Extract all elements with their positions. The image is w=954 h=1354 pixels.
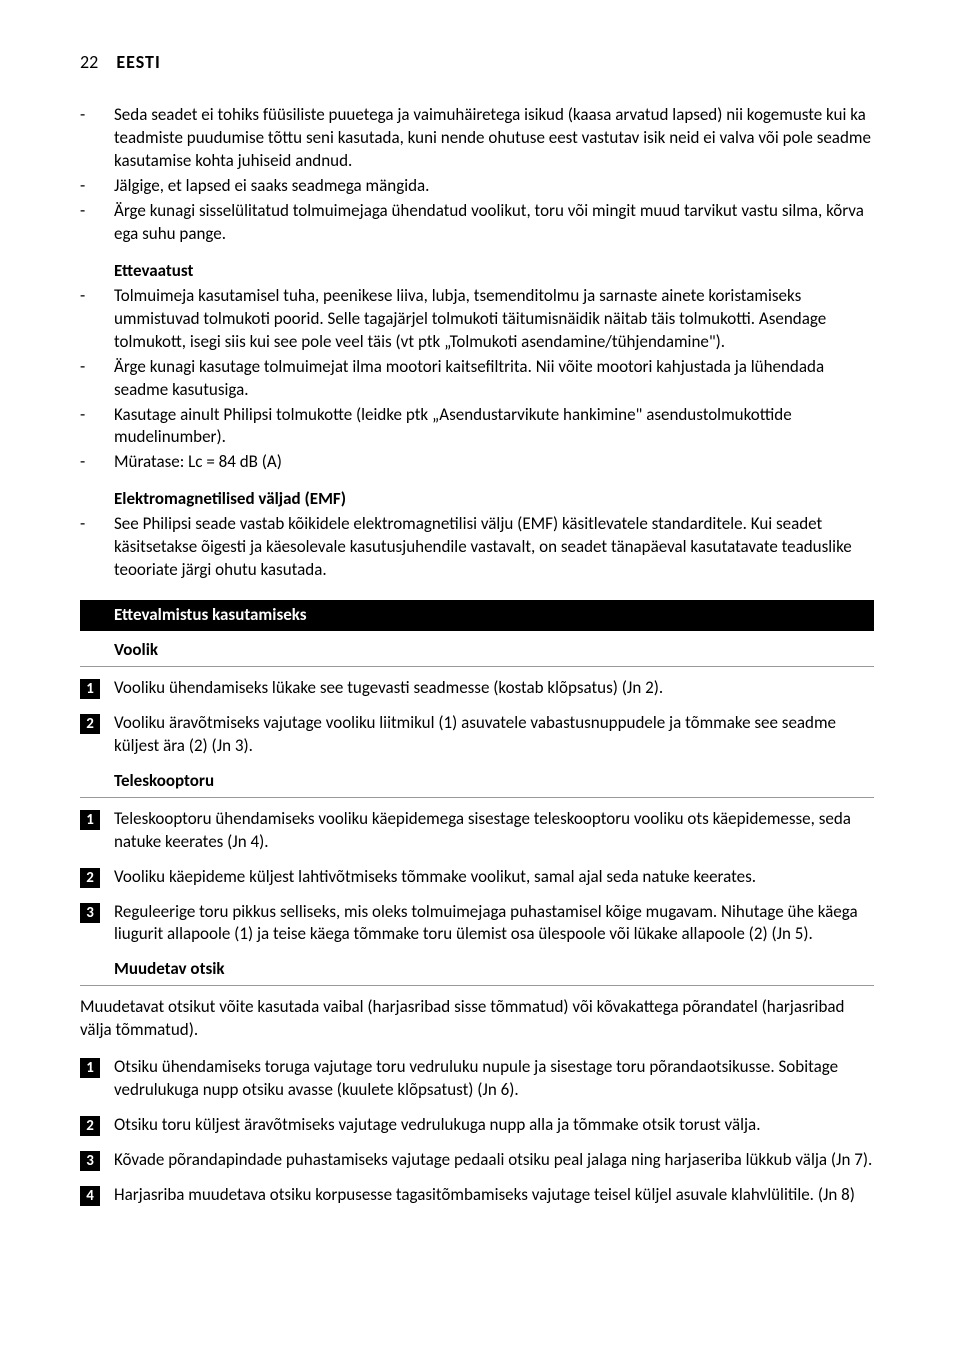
list-item: Kasutage ainult Philipsi tolmukotte (lei…: [80, 404, 874, 450]
step-number-badge: 2: [80, 868, 100, 888]
step-number-badge: 3: [80, 1151, 100, 1171]
step-text: Otsiku ühendamiseks toruga vajutage toru…: [114, 1056, 874, 1102]
step-number-badge: 2: [80, 714, 100, 734]
numbered-step: 4 Harjasriba muudetava otsiku korpusesse…: [80, 1184, 874, 1207]
step-text: Vooliku käepideme küljest lahtivõtmiseks…: [114, 866, 874, 889]
step-text: Kõvade põrandapindade puhastamiseks vaju…: [114, 1149, 874, 1172]
list-item: See Philipsi seade vastab kõikidele elek…: [80, 513, 874, 582]
emf-list: See Philipsi seade vastab kõikidele elek…: [80, 513, 874, 582]
voolik-title: Voolik: [80, 639, 874, 667]
ettevaatust-list: Tolmuimeja kasutamisel tuha, peenikese l…: [80, 285, 874, 475]
muudetav-otsik-title: Muudetav otsik: [80, 958, 874, 986]
teleskooptoru-title: Teleskooptoru: [80, 770, 874, 798]
step-number-badge: 4: [80, 1186, 100, 1206]
list-item: Jälgige, et lapsed ei saaks seadmega män…: [80, 175, 874, 198]
step-number-badge: 3: [80, 903, 100, 923]
page-header: 22 EESTI: [80, 50, 874, 74]
step-number-badge: 1: [80, 810, 100, 830]
numbered-step: 2 Otsiku toru küljest äravõtmiseks vajut…: [80, 1114, 874, 1137]
step-text: Otsiku toru küljest äravõtmiseks vajutag…: [114, 1114, 874, 1137]
top-bullet-list: Seda seadet ei tohiks füüsiliste puueteg…: [80, 104, 874, 246]
step-text: Vooliku äravõtmiseks vajutage vooliku li…: [114, 712, 874, 758]
step-text: Teleskooptoru ühendamiseks vooliku käepi…: [114, 808, 874, 854]
list-item: Tolmuimeja kasutamisel tuha, peenikese l…: [80, 285, 874, 354]
step-number-badge: 1: [80, 679, 100, 699]
page-number: 22: [80, 51, 98, 73]
numbered-step: 2 Vooliku äravõtmiseks vajutage vooliku …: [80, 712, 874, 758]
list-item: Seda seadet ei tohiks füüsiliste puueteg…: [80, 104, 874, 173]
emf-title: Elektromagnetilised väljad (EMF): [80, 488, 874, 511]
page-language: EESTI: [116, 51, 160, 73]
numbered-step: 1 Otsiku ühendamiseks toruga vajutage to…: [80, 1056, 874, 1102]
list-item: Müratase: Lc = 84 dB (A): [80, 451, 874, 474]
list-item: Ärge kunagi sisselülitatud tolmuimejaga …: [80, 200, 874, 246]
step-number-badge: 1: [80, 1058, 100, 1078]
numbered-step: 1 Teleskooptoru ühendamiseks vooliku käe…: [80, 808, 874, 854]
numbered-step: 3 Kõvade põrandapindade puhastamiseks va…: [80, 1149, 874, 1172]
numbered-step: 3 Reguleerige toru pikkus selliseks, mis…: [80, 901, 874, 947]
step-text: Harjasriba muudetava otsiku korpusesse t…: [114, 1184, 874, 1207]
step-number-badge: 2: [80, 1116, 100, 1136]
ettevaatust-title: Ettevaatust: [80, 260, 874, 283]
numbered-step: 1 Vooliku ühendamiseks lükake see tugeva…: [80, 677, 874, 700]
preparation-banner: Ettevalmistus kasutamiseks: [80, 600, 874, 631]
numbered-step: 2 Vooliku käepideme küljest lahtivõtmise…: [80, 866, 874, 889]
step-text: Vooliku ühendamiseks lükake see tugevast…: [114, 677, 874, 700]
muudetav-otsik-intro: Muudetavat otsikut võite kasutada vaibal…: [80, 996, 874, 1042]
list-item: Ärge kunagi kasutage tolmuimejat ilma mo…: [80, 356, 874, 402]
step-text: Reguleerige toru pikkus selliseks, mis o…: [114, 901, 874, 947]
